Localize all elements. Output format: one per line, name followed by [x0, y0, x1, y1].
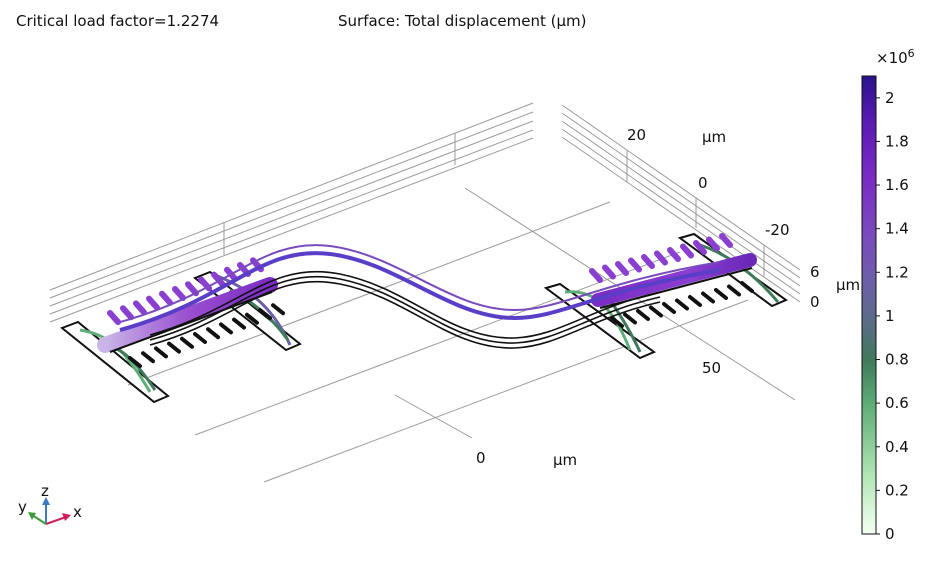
- comb-finger-moving: [615, 261, 629, 276]
- comb-finger-moving: [172, 286, 186, 301]
- comb-finger-fixed: [649, 305, 663, 318]
- grid-back-left: [49, 102, 534, 323]
- undeformed-beams: [149, 270, 661, 349]
- x-axis-ticks: 0 50: [476, 359, 721, 467]
- comb-finger-moving: [719, 233, 733, 248]
- colorbar-tick-label: 0.2: [885, 481, 909, 499]
- colorbar-tick-label: 0.6: [885, 394, 909, 412]
- comb-finger-moving: [589, 268, 603, 283]
- z-axis-ticks: 6 0: [810, 263, 820, 311]
- y-axis-unit-label: µm: [702, 128, 726, 146]
- colorbar-tick-label: 0: [885, 525, 895, 543]
- grid-back-right: [561, 104, 801, 303]
- y-tick-label: 20: [627, 126, 646, 144]
- colorbar-ticks: 2 1.8 1.6 1.4 1.2 1 0.8 0.6 0.4 0.2 0: [876, 89, 909, 543]
- comb-finger-moving: [159, 290, 173, 306]
- comb-finger-fixed: [714, 288, 728, 300]
- comb-finger-fixed: [141, 351, 155, 364]
- comb-finger-moving: [107, 310, 121, 325]
- z-axis-unit-label: µm: [836, 276, 860, 294]
- triad-x-axis: [45, 516, 67, 525]
- plot-title: Surface: Total displacement (µm): [338, 12, 587, 30]
- comb-finger-fixed: [675, 298, 689, 311]
- comb-finger-moving: [602, 264, 616, 280]
- comb-finger-moving: [641, 254, 655, 269]
- comb-finger-moving: [693, 240, 707, 255]
- triad-z-label: z: [41, 482, 49, 500]
- comb-finger-moving: [654, 250, 668, 266]
- triad-y-axis: [31, 514, 47, 525]
- z-tick-label: 0: [810, 293, 820, 311]
- comb-finger-fixed: [271, 303, 285, 316]
- comb-finger-moving: [120, 305, 134, 321]
- comb-finger-fixed: [232, 317, 246, 330]
- comb-finger-fixed: [623, 312, 637, 325]
- x-tick-label: 0: [476, 449, 486, 467]
- comb-finger-fixed: [258, 308, 272, 320]
- comb-finger-moving: [680, 243, 694, 259]
- colorbar-multiplier: ×106: [876, 47, 915, 67]
- comb-finger-moving: [133, 300, 147, 316]
- y-axis-ticks: 20 0 -20: [627, 126, 790, 239]
- comb-finger-fixed: [219, 322, 233, 335]
- comb-finger-moving: [146, 295, 160, 311]
- comb-finger-fixed: [636, 309, 650, 321]
- triad-y-arrow: [28, 512, 36, 520]
- comb-finger-fixed: [740, 281, 754, 293]
- comb-finger-fixed: [662, 302, 676, 314]
- colorbar: ×106 2 1.8 1.6 1.4 1.2 1 0.8 0.6 0.4 0.2 0: [861, 47, 915, 543]
- comb-finger-fixed: [128, 356, 142, 368]
- orientation-triad: z x y: [18, 482, 82, 525]
- comb-finger-fixed: [206, 327, 220, 340]
- colorbar-tick-label: 1.2: [885, 263, 909, 281]
- comb-finger-moving: [667, 247, 681, 262]
- triad-x-arrow: [62, 513, 71, 521]
- deformed-beams: [119, 244, 721, 332]
- comb-finger-moving: [628, 257, 642, 273]
- colorbar-tick-label: 1: [885, 307, 895, 325]
- critical-load-factor-label: Critical load factor=1.2274: [16, 12, 220, 30]
- colorbar-tick-label: 1.4: [885, 220, 909, 238]
- colorbar-multiplier-base: ×10: [876, 49, 908, 67]
- colorbar-tick-label: 1.8: [885, 132, 909, 150]
- colorbar-rect: [861, 75, 877, 535]
- grid-floor: [127, 187, 796, 483]
- colorbar-tick-label: 1.6: [885, 176, 909, 194]
- x-axis-unit-label: µm: [553, 451, 577, 469]
- comb-finger-fixed: [610, 316, 624, 328]
- right-comb-fingers-dark: [610, 281, 754, 328]
- comb-finger-fixed: [701, 291, 715, 304]
- comb-finger-moving: [185, 281, 199, 297]
- x-tick-label: 50: [702, 359, 721, 377]
- colorbar-tick-label: 2: [885, 89, 895, 107]
- comb-finger-fixed: [193, 332, 207, 344]
- comb-finger-fixed: [688, 295, 702, 307]
- z-tick-label: 6: [810, 263, 820, 281]
- triad-x-label: x: [73, 503, 82, 521]
- y-tick-label: 0: [698, 174, 708, 192]
- triad-y-label: y: [18, 498, 27, 516]
- comb-finger-moving: [211, 271, 225, 287]
- comb-finger-moving: [706, 236, 720, 252]
- comb-finger-fixed: [727, 284, 741, 297]
- triad-z-arrow: [42, 497, 50, 505]
- comb-finger-fixed: [154, 346, 168, 359]
- comb-finger-fixed: [180, 336, 194, 349]
- comb-finger-fixed: [245, 312, 259, 325]
- left-anchor: [60, 270, 302, 404]
- y-tick-label: -20: [765, 221, 790, 239]
- colorbar-tick-label: 0.8: [885, 351, 909, 369]
- left-comb-fingers-dark: [128, 303, 285, 368]
- colorbar-multiplier-exponent: 6: [908, 47, 915, 60]
- colorbar-tick-label: 0.4: [885, 438, 909, 456]
- comb-finger-fixed: [167, 341, 181, 354]
- right-comb-fingers: [589, 233, 733, 283]
